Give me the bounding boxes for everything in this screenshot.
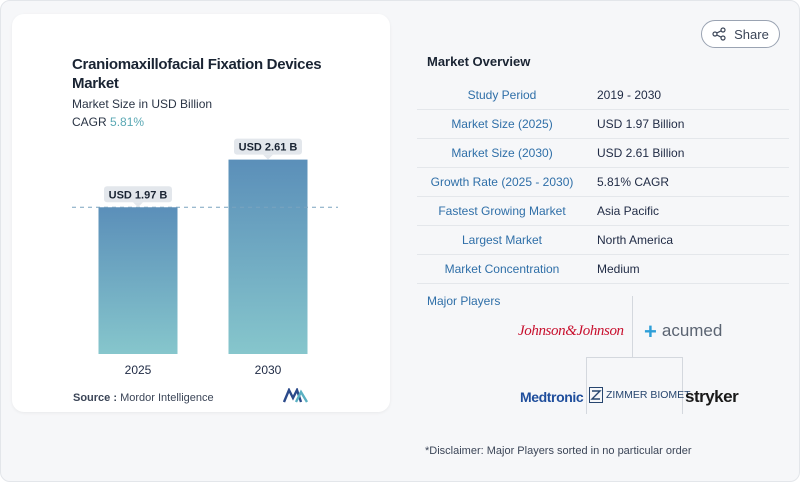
market-overview-title: Market Overview (427, 54, 531, 69)
chart-title: Craniomaxillofacial Fixation Devices Mar… (72, 56, 322, 92)
overview-value: Asia Pacific (587, 196, 789, 226)
divider (682, 357, 683, 414)
x-tick-label: 2030 (255, 363, 282, 377)
market-overview-table: Study Period 2019 - 2030 Market Size (202… (417, 81, 789, 284)
overview-value: USD 1.97 Billion (587, 109, 789, 140)
source-label: Source : (73, 392, 118, 404)
cagr-line: CAGR 5.81% (72, 115, 144, 129)
overview-key: Market Size (2025) (417, 109, 587, 140)
bar-chart: USD 1.97 B USD 2.61 B 2025 2030 (72, 138, 338, 377)
divider (586, 357, 587, 414)
overview-key: Market Concentration (417, 254, 587, 284)
overview-key: Market Size (2030) (417, 138, 587, 169)
chart-card (12, 14, 390, 412)
overview-value: 5.81% CAGR (587, 167, 789, 198)
data-label: USD 2.61 B (239, 142, 298, 154)
major-players-title: Major Players (427, 294, 501, 308)
table-row: Market Size (2030) USD 2.61 Billion (417, 138, 789, 169)
cagr-label: CAGR (72, 115, 107, 129)
source-value: Mordor Intelligence (120, 392, 214, 404)
overview-key: Growth Rate (2025 - 2030) (417, 167, 587, 198)
table-row: Market Size (2025) USD 1.97 Billion (417, 109, 789, 140)
data-label-bg (234, 138, 302, 155)
zimmer-z-icon (589, 387, 603, 403)
johnson-and-johnson-logo: Johnson&Johnson (518, 323, 624, 339)
overview-value: Medium (587, 254, 789, 284)
table-row: Fastest Growing Market Asia Pacific (417, 196, 789, 226)
data-label-bg (104, 186, 172, 203)
table-row: Market Concentration Medium (417, 254, 789, 284)
mordor-intelligence-logo-icon (283, 388, 309, 403)
zimmer-biomet-logo: ZIMMER BIOMET (589, 387, 691, 403)
acumed-logo-text: acumed (661, 321, 723, 340)
overview-key: Fastest Growing Market (417, 196, 587, 226)
source-line: Source : Mordor Intelligence (73, 392, 214, 404)
overview-key: Largest Market (417, 225, 587, 255)
medtronic-logo: Medtronic (520, 389, 584, 405)
chart-subtitle: Market Size in USD Billion (72, 97, 213, 111)
overview-key: Study Period (417, 81, 587, 111)
share-label: Share (734, 26, 769, 42)
share-icon (712, 27, 726, 41)
zimmer-biomet-logo-text: ZIMMER BIOMET (606, 389, 691, 401)
overview-value: USD 2.61 Billion (587, 138, 789, 169)
table-row: Largest Market North America (417, 225, 789, 255)
acumed-logo: + acumed (644, 318, 723, 344)
disclaimer: *Disclaimer: Major Players sorted in no … (425, 445, 692, 457)
divider (586, 357, 682, 358)
data-label: USD 1.97 B (109, 189, 168, 201)
bar (228, 159, 308, 354)
plus-icon: + (644, 318, 657, 344)
data-label-pointer (133, 202, 143, 208)
table-row: Growth Rate (2025 - 2030) 5.81% CAGR (417, 167, 789, 198)
x-tick-label: 2025 (125, 363, 152, 377)
share-button[interactable]: Share (701, 20, 780, 48)
overview-value: 2019 - 2030 (587, 81, 789, 111)
table-row: Study Period 2019 - 2030 (417, 81, 789, 111)
cagr-value: 5.81% (110, 115, 145, 129)
divider (632, 296, 633, 357)
major-players-logos: Johnson&Johnson + acumed Medtronic ZIMMER… (516, 296, 750, 414)
bar (98, 207, 178, 354)
overview-value: North America (587, 225, 789, 255)
stryker-logo: stryker (685, 387, 739, 406)
data-label-pointer (263, 154, 273, 160)
